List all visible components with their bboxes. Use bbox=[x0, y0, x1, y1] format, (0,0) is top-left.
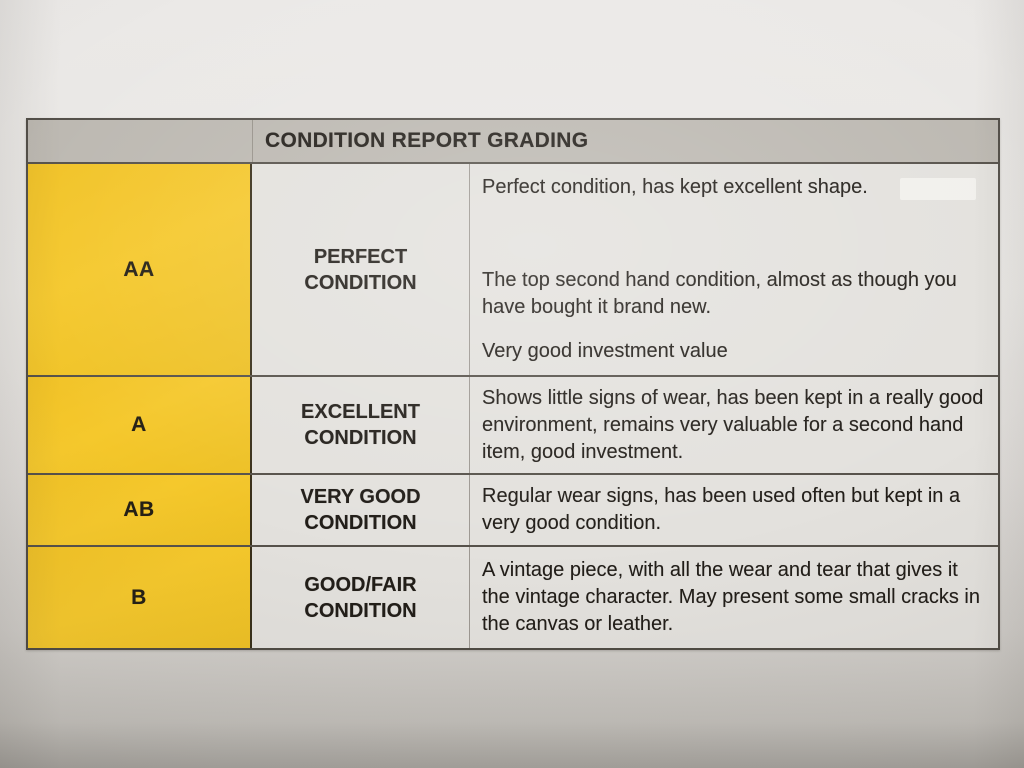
table-row-a: A EXCELLENT CONDITION Shows little signs… bbox=[28, 375, 998, 473]
grade-cell: A bbox=[28, 377, 252, 473]
description-paragraph: A vintage piece, with all the wear and t… bbox=[482, 559, 980, 635]
table-row-aa: AA PERFECT CONDITION Perfect condition, … bbox=[28, 162, 998, 375]
whiteout-patch bbox=[900, 178, 976, 200]
table-header: CONDITION REPORT GRADING bbox=[28, 120, 998, 162]
condition-description-cell: Shows little signs of wear, has been kep… bbox=[470, 377, 998, 473]
grade-cell: AB bbox=[28, 475, 252, 545]
condition-name-cell: VERY GOOD CONDITION bbox=[252, 475, 470, 545]
grade-cell: AA bbox=[28, 164, 252, 375]
condition-name-text: EXCELLENT CONDITION bbox=[301, 401, 420, 449]
condition-name-text: PERFECT CONDITION bbox=[304, 245, 417, 294]
condition-description-cell: A vintage piece, with all the wear and t… bbox=[470, 547, 998, 648]
condition-name-cell: EXCELLENT CONDITION bbox=[252, 377, 470, 473]
description-paragraph: The top second hand condition, almost as… bbox=[482, 269, 957, 318]
condition-description-cell: Perfect condition, has kept excellent sh… bbox=[470, 164, 998, 375]
condition-description-cell: Regular wear signs, has been used often … bbox=[470, 475, 998, 545]
table-title: CONDITION REPORT GRADING bbox=[265, 129, 589, 152]
condition-name-cell: GOOD/FAIR CONDITION bbox=[252, 547, 470, 648]
condition-name-text: VERY GOOD CONDITION bbox=[300, 486, 421, 534]
grade-cell: B bbox=[28, 547, 252, 648]
description-paragraph: Regular wear signs, has been used often … bbox=[482, 485, 961, 534]
table-row-b: B GOOD/FAIR CONDITION A vintage piece, w… bbox=[28, 545, 998, 648]
description-paragraph: Shows little signs of wear, has been kep… bbox=[482, 386, 984, 463]
table-row-ab: AB VERY GOOD CONDITION Regular wear sign… bbox=[28, 473, 998, 545]
condition-name-cell: PERFECT CONDITION bbox=[252, 164, 470, 375]
condition-name-text: GOOD/FAIR CONDITION bbox=[304, 573, 417, 622]
condition-grading-table: CONDITION REPORT GRADING AA PERFECT COND… bbox=[26, 118, 1000, 650]
header-spacer-cell bbox=[28, 120, 253, 162]
description-paragraph: Perfect condition, has kept excellent sh… bbox=[482, 176, 868, 198]
description-paragraph: Very good investment value bbox=[482, 340, 728, 362]
